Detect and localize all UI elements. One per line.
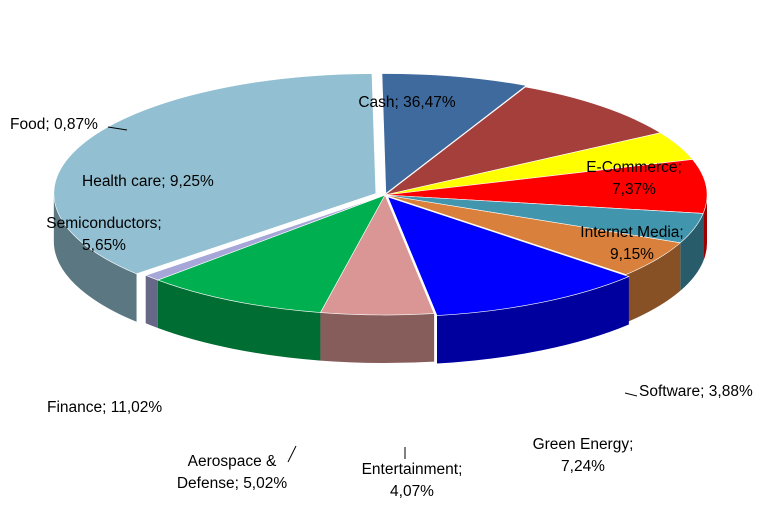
- slice-labels: Cash; 36,47% E-Commerce; 7,37% Internet Med…: [10, 94, 753, 500]
- data-label-e-commerce: E-Commerce; 7,37%: [586, 159, 682, 198]
- data-label-entertainment: Entertainment; 4,07%: [362, 461, 463, 500]
- slice-internet-media: [384, 86, 662, 196]
- pie-sides: [53, 193, 707, 364]
- slice-side-entertainment: [680, 213, 704, 291]
- slice-e-commerce: [381, 73, 527, 195]
- data-label-software: Software; 3,88%: [639, 383, 753, 400]
- data-label-internet-media: Internet Media; 9,15%: [580, 224, 683, 263]
- data-label-cash: Cash; 36,47%: [358, 94, 456, 111]
- slice-green-energy: [384, 159, 708, 214]
- slice-food: [144, 194, 386, 281]
- slice-finance: [387, 196, 630, 316]
- slice-side-health-care: [157, 280, 321, 361]
- slice-aerospace-defense: [384, 194, 682, 275]
- leader-line: [287, 445, 297, 463]
- slice-side-finance: [437, 276, 629, 364]
- slice-side-cash: [53, 193, 137, 322]
- data-label-food: Food; 0,87%: [10, 116, 98, 133]
- leader-line: [624, 392, 638, 397]
- data-label-aerospace-defense: Aerospace & Defense; 5,02%: [177, 453, 288, 492]
- data-label-finance: Finance; 11,02%: [47, 399, 162, 416]
- slice-health-care: [156, 194, 386, 313]
- data-label-health-care: Health care; 9,25%: [82, 173, 214, 190]
- slice-side-semiconductors: [320, 312, 435, 363]
- pie-tops: [53, 73, 708, 316]
- slice-cash: [53, 73, 377, 275]
- data-label-semiconductors: Semiconductors; 5,65%: [46, 215, 161, 254]
- slice-side-aerospace-defense: [625, 242, 681, 323]
- slice-side-food: [145, 275, 158, 329]
- leader-line: [107, 126, 128, 131]
- data-label-green-energy: Green Energy; 7,24%: [533, 436, 634, 475]
